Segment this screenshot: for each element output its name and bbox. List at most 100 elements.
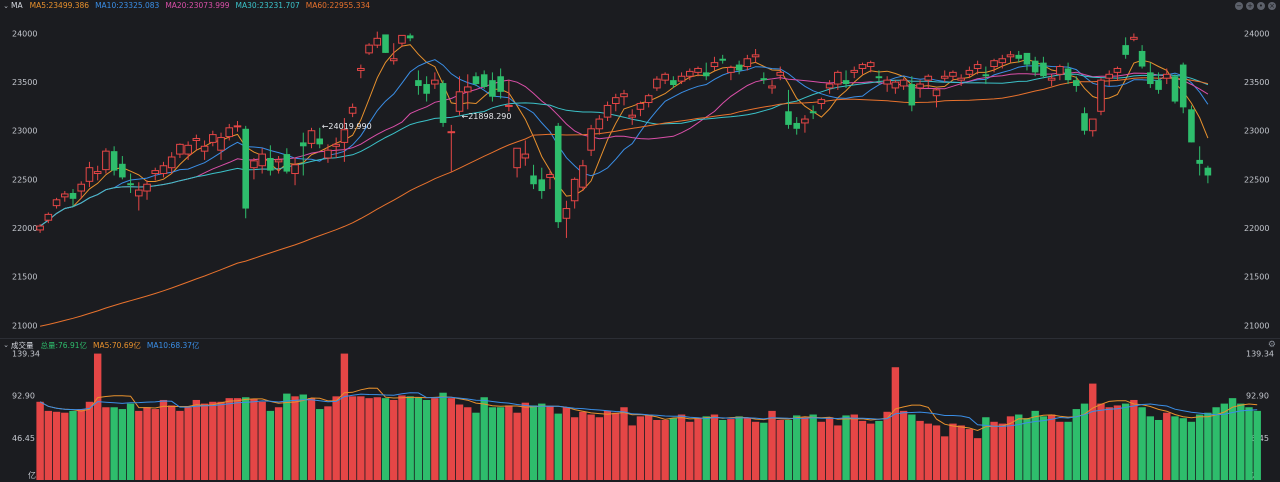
candle[interactable] [291, 157, 299, 186]
candle[interactable] [611, 93, 620, 112]
volume-bar[interactable] [718, 419, 727, 480]
volume-bar[interactable] [381, 398, 390, 480]
candle[interactable] [546, 169, 554, 190]
candle[interactable] [965, 66, 974, 79]
candle[interactable] [735, 60, 743, 75]
volume-bar[interactable] [1171, 416, 1179, 480]
candle[interactable] [809, 105, 817, 120]
candle[interactable] [940, 70, 949, 83]
volume-bar[interactable] [891, 367, 900, 480]
candle[interactable] [603, 101, 612, 121]
candle[interactable] [875, 70, 883, 85]
candle[interactable] [670, 76, 677, 88]
candle[interactable] [110, 146, 118, 176]
candle[interactable] [587, 124, 595, 157]
candle[interactable] [151, 167, 160, 181]
volume-bar[interactable] [538, 403, 546, 480]
candle[interactable] [167, 152, 176, 174]
volume-bar[interactable] [982, 417, 990, 480]
candle[interactable] [267, 145, 274, 176]
candle[interactable] [538, 167, 546, 199]
volume-bar[interactable] [143, 407, 151, 480]
candle[interactable] [505, 80, 513, 112]
candle[interactable] [702, 62, 710, 81]
candle[interactable] [628, 109, 637, 125]
volume-bar[interactable] [570, 417, 579, 480]
candle[interactable] [1113, 66, 1122, 81]
candle[interactable] [891, 80, 900, 94]
candle[interactable] [250, 157, 258, 180]
volume-bar[interactable] [283, 393, 291, 480]
volume-bar[interactable] [784, 419, 793, 480]
volume-bar[interactable] [1212, 407, 1220, 480]
candle[interactable] [365, 43, 373, 55]
volume-bar[interactable] [1089, 383, 1097, 480]
candle[interactable] [184, 141, 192, 160]
volume-bar[interactable] [1204, 412, 1212, 480]
volume-bar[interactable] [694, 418, 702, 480]
candle[interactable] [209, 130, 217, 147]
volume-bar[interactable] [973, 438, 982, 480]
volume-bar[interactable] [686, 421, 694, 480]
volume-bar[interactable] [669, 418, 678, 480]
volume-bar[interactable] [36, 401, 44, 480]
candle[interactable] [883, 76, 891, 92]
volume-bar[interactable] [357, 396, 365, 480]
minus-icon[interactable]: − [1235, 1, 1243, 10]
volume-bar[interactable] [52, 411, 61, 480]
candle[interactable] [143, 180, 151, 200]
volume-bar[interactable] [118, 409, 127, 480]
candle[interactable] [653, 76, 661, 91]
volume-bar[interactable] [414, 397, 423, 480]
candle[interactable] [439, 80, 447, 127]
candle[interactable] [973, 60, 982, 75]
volume-bar[interactable] [677, 414, 686, 480]
candle[interactable] [258, 148, 266, 174]
candle[interactable] [751, 49, 760, 63]
candle[interactable] [908, 76, 916, 112]
volume-bar[interactable] [250, 399, 258, 480]
candle[interactable] [677, 72, 686, 85]
candle[interactable] [102, 148, 110, 174]
volume-bar[interactable] [1220, 403, 1229, 480]
chevron-down-icon[interactable]: ⌄ [3, 1, 9, 10]
volume-bar[interactable] [842, 415, 850, 480]
volume-bar[interactable] [603, 410, 612, 480]
volume-bar[interactable] [867, 423, 875, 480]
volume-bar[interactable] [612, 412, 620, 480]
candle[interactable] [850, 66, 859, 79]
volume-bar[interactable] [850, 414, 858, 480]
candle[interactable] [1122, 37, 1129, 59]
candle[interactable] [1047, 74, 1056, 86]
candle[interactable] [1147, 62, 1154, 88]
volume-title[interactable]: 成交量 [11, 340, 34, 350]
volume-bar[interactable] [406, 396, 414, 480]
candle[interactable] [579, 159, 587, 192]
volume-bar[interactable] [620, 407, 628, 480]
volume-bar[interactable] [809, 414, 817, 480]
volume-bar[interactable] [365, 398, 373, 480]
volume-bar[interactable] [496, 407, 505, 480]
candle[interactable] [398, 34, 406, 48]
volume-bar[interactable] [348, 396, 357, 480]
candle[interactable] [521, 140, 530, 166]
candle[interactable] [990, 58, 998, 73]
candle[interactable] [834, 70, 842, 90]
volume-bar[interactable] [1015, 414, 1023, 480]
candle[interactable] [69, 189, 77, 207]
volume-bar[interactable] [1039, 416, 1048, 480]
candle[interactable] [949, 70, 957, 81]
candle[interactable] [1056, 64, 1064, 81]
volume-bar[interactable] [710, 414, 719, 480]
volume-bar[interactable] [1228, 398, 1237, 480]
volume-bar[interactable] [1105, 407, 1113, 480]
volume-bar[interactable] [464, 407, 472, 480]
volume-bar[interactable] [332, 396, 340, 480]
volume-bar[interactable] [957, 425, 965, 480]
volume-bar[interactable] [398, 395, 406, 480]
volume-bar[interactable] [455, 404, 464, 480]
candle[interactable] [785, 89, 792, 129]
candle[interactable] [455, 76, 464, 116]
candle[interactable] [825, 80, 834, 94]
